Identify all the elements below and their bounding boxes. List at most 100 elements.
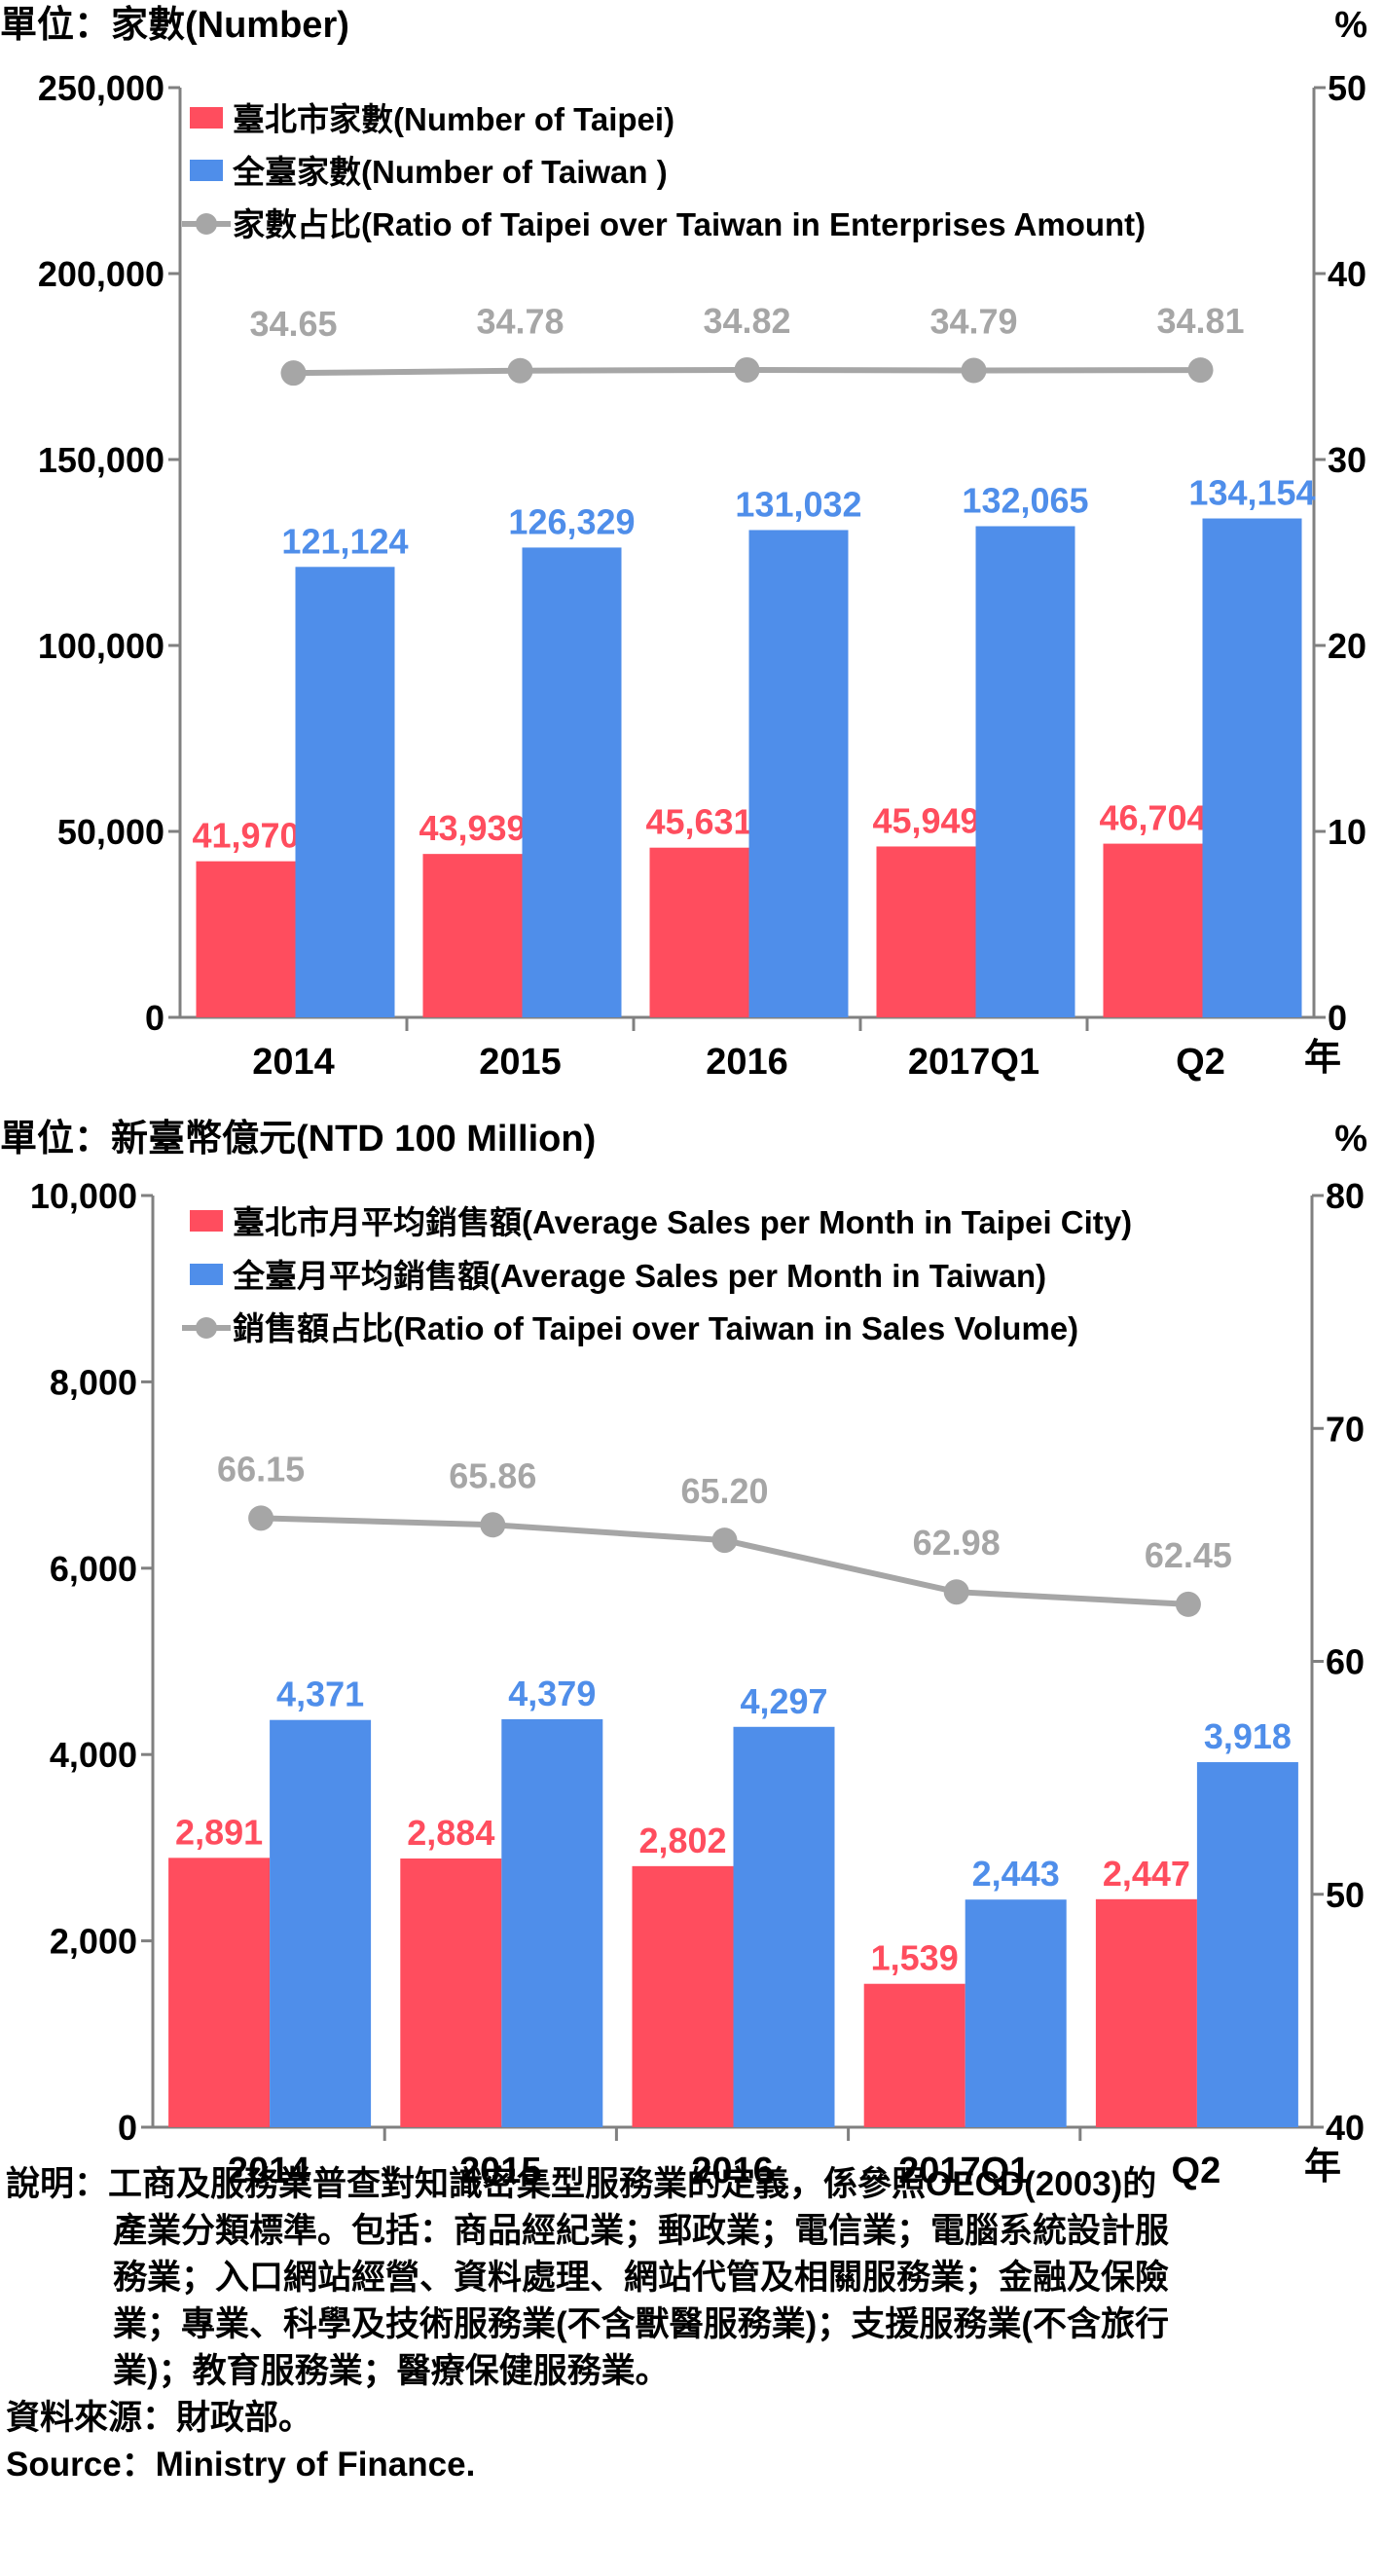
bar-taiwan — [522, 547, 622, 1017]
data-label-taiwan: 4,379 — [508, 1674, 596, 1713]
y-tick-label-right: 80 — [1326, 1176, 1365, 1216]
source-zh: 資料來源：財政部。 — [6, 2399, 313, 2437]
x-tick-label: 2014 — [252, 1042, 335, 1083]
legend-marker — [196, 1317, 217, 1339]
data-label-taiwan: 126,329 — [508, 501, 635, 541]
x-tick-label: 2014 — [228, 2151, 310, 2191]
bar-taipei — [1095, 1898, 1197, 2127]
bar-taiwan — [501, 1718, 603, 2127]
data-label-taiwan: 132,065 — [962, 481, 1088, 521]
data-label-taiwan: 121,124 — [281, 521, 408, 561]
legend-label: 家數占比(Ratio of Taipei over Taiwan in Ente… — [233, 206, 1146, 242]
legend-label: 全臺家數(Number of Taiwan ) — [232, 154, 668, 190]
legend-swatch — [190, 1264, 223, 1285]
data-label-ratio: 62.98 — [913, 1523, 1001, 1563]
bar-taiwan — [295, 567, 395, 1017]
data-label-ratio: 34.65 — [249, 304, 337, 344]
bar-taipei — [649, 847, 749, 1017]
data-label-ratio: 62.45 — [1145, 1535, 1232, 1575]
data-label-taipei: 1,539 — [871, 1938, 959, 1978]
data-label-taiwan: 4,371 — [276, 1674, 364, 1714]
x-tick-label: 2015 — [479, 1042, 562, 1083]
bar-taipei — [196, 861, 296, 1017]
notes-line: 工商及服務業普查對知識密集型服務業的定義，係參照OECD(2003)的 — [108, 2165, 1157, 2203]
notes-line: 產業分類標準。包括：商品經紀業；郵政業；電信業；電腦系統設計服 — [113, 2212, 1170, 2250]
data-label-ratio: 34.81 — [1156, 301, 1244, 341]
unit-label-right: % — [1334, 5, 1367, 46]
bar-taiwan — [1196, 1762, 1298, 2127]
data-label-taiwan: 2,443 — [972, 1854, 1060, 1894]
ratio-point — [1187, 357, 1214, 384]
bar-taiwan — [270, 1719, 372, 2127]
ratio-point — [961, 357, 987, 384]
x-tick-label: 2016 — [706, 1042, 788, 1083]
bar-taipei — [1103, 843, 1203, 1017]
y-tick-label-left: 150,000 — [38, 440, 164, 480]
y-tick-label-left: 4,000 — [50, 1735, 137, 1775]
y-tick-label-right: 40 — [1326, 2108, 1365, 2148]
x-tick-label: 2015 — [459, 2151, 542, 2191]
unit-label-right: % — [1334, 1119, 1367, 1159]
ratio-point — [711, 1527, 738, 1554]
x-tick-label: 2016 — [691, 2151, 774, 2191]
data-label-taipei: 41,970 — [192, 816, 299, 856]
x-tick-label: 2017Q1 — [898, 2151, 1030, 2191]
legend-label: 臺北市家數(Number of Taipei) — [233, 101, 674, 137]
notes-label: 說明： — [6, 2165, 109, 2203]
ratio-point — [1175, 1591, 1201, 1617]
y-tick-label-left: 6,000 — [50, 1549, 137, 1589]
notes-first-line: 說明： 工商及服務業普查對知識密集型服務業的定義，係參照OECD(2003)的 — [6, 2161, 1373, 2208]
bar-taiwan — [975, 526, 1075, 1017]
bar-taipei — [422, 854, 523, 1017]
data-label-ratio: 34.78 — [476, 302, 564, 342]
ratio-point — [507, 357, 533, 384]
bar-taipei — [876, 846, 976, 1017]
y-tick-label-right: 70 — [1326, 1409, 1365, 1449]
data-label-taiwan: 131,032 — [735, 484, 861, 524]
source-en: Source：Ministry of Finance. — [6, 2446, 476, 2484]
notes-line: 業；專業、科學及技術服務業(不含獸醫服務業)；支援服務業(不含旅行 — [113, 2305, 1169, 2343]
data-label-taipei: 43,939 — [419, 808, 526, 848]
y-tick-label-left: 50,000 — [57, 812, 164, 852]
y-tick-label-left: 200,000 — [38, 254, 164, 294]
legend-swatch — [190, 107, 223, 129]
data-label-ratio: 34.82 — [703, 301, 790, 341]
data-label-taipei: 46,704 — [1099, 798, 1206, 838]
y-tick-label-right: 40 — [1328, 254, 1366, 294]
y-tick-label-right: 0 — [1328, 998, 1347, 1038]
unit-label-left: 單位：新臺幣億元(NTD 100 Million) — [0, 1119, 596, 1159]
bar-taipei — [168, 1858, 271, 2127]
y-tick-label-right: 50 — [1326, 1875, 1365, 1915]
unit-label-left: 單位：家數(Number) — [0, 5, 349, 46]
bar-taipei — [863, 1983, 965, 2127]
ratio-point — [480, 1512, 506, 1538]
data-label-taiwan: 3,918 — [1204, 1716, 1292, 1756]
y-tick-label-right: 10 — [1328, 812, 1366, 852]
bar-taipei — [400, 1858, 502, 2127]
data-label-taipei: 45,949 — [872, 800, 979, 840]
data-label-taiwan: 134,154 — [1188, 473, 1315, 513]
notes-line: 務業；入口網站經營、資料處理、網站代管及相關服務業；金融及保險 — [113, 2259, 1170, 2297]
ratio-point — [248, 1505, 274, 1531]
bar-taiwan — [748, 530, 849, 1017]
legend-label: 全臺月平均銷售額(Average Sales per Month in Taiw… — [232, 1258, 1046, 1294]
year-mark: 年 — [1304, 1038, 1341, 1079]
y-tick-label-right: 60 — [1326, 1642, 1365, 1682]
x-tick-label: Q2 — [1176, 1042, 1225, 1083]
legend-swatch — [190, 160, 223, 181]
y-tick-label-left: 0 — [118, 2108, 137, 2148]
ratio-point — [734, 356, 760, 383]
bar-taiwan — [965, 1899, 1067, 2127]
y-tick-label-left: 2,000 — [50, 1922, 137, 1962]
y-tick-label-left: 0 — [145, 998, 164, 1038]
legend-swatch — [190, 1210, 223, 1232]
bar-taiwan — [1202, 518, 1302, 1017]
data-label-taipei: 2,447 — [1103, 1854, 1190, 1894]
data-label-taipei: 2,802 — [638, 1821, 726, 1860]
x-tick-label: 2017Q1 — [908, 1042, 1039, 1083]
data-label-taipei: 2,891 — [175, 1812, 263, 1852]
y-tick-label-right: 50 — [1328, 68, 1366, 108]
data-label-taipei: 2,884 — [407, 1813, 494, 1853]
data-label-ratio: 65.86 — [449, 1455, 536, 1495]
